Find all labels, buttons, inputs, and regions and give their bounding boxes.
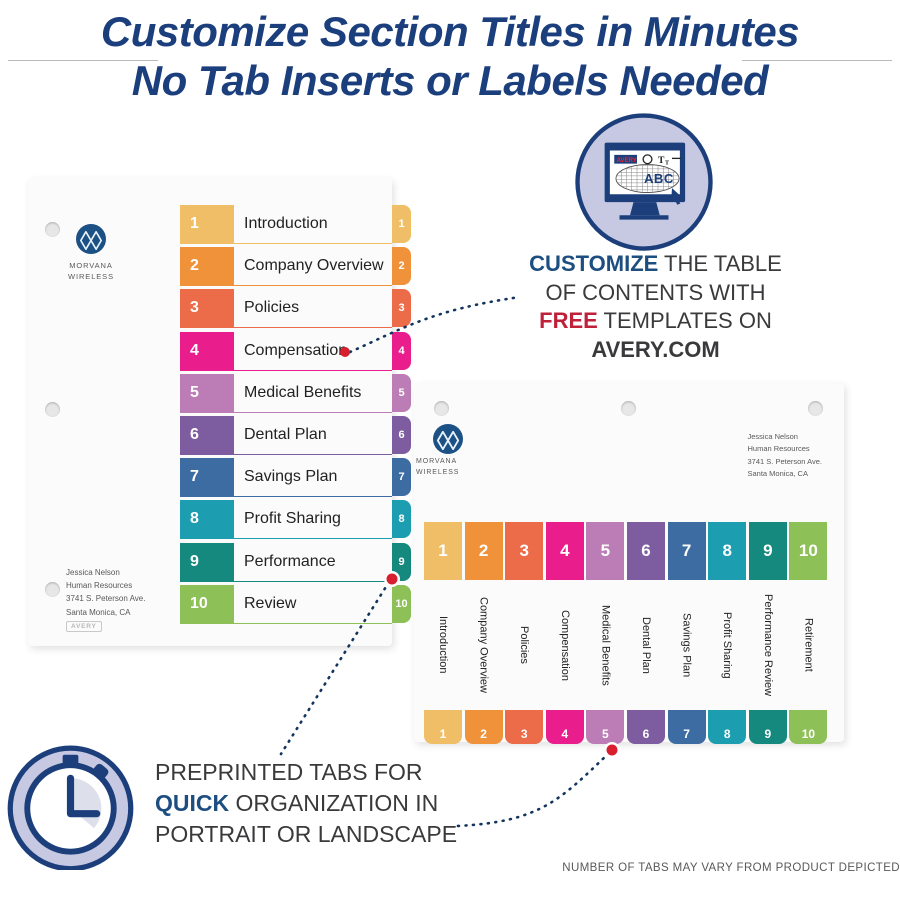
svg-text:T: T	[658, 155, 665, 166]
svg-text:AVERY: AVERY	[616, 157, 636, 164]
svg-text:T: T	[665, 161, 669, 167]
svg-text:ABC: ABC	[644, 171, 674, 186]
